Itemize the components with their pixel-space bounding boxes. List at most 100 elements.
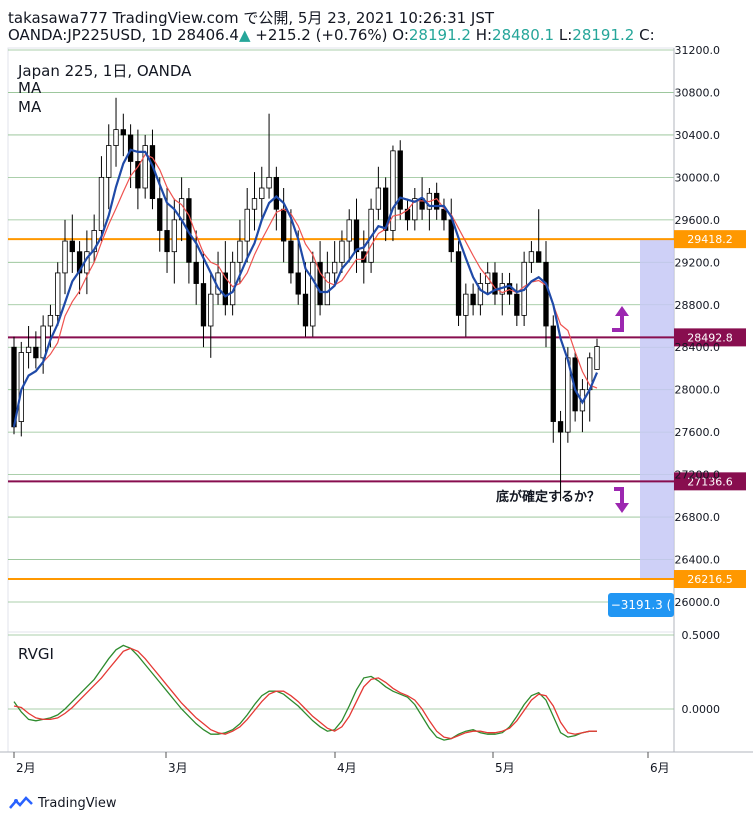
last-price: 28406.4 (176, 26, 239, 44)
level-badge (674, 570, 746, 589)
rvgi-pane-frame (7, 631, 675, 753)
candle-body (273, 176, 280, 210)
candle-body (543, 261, 549, 327)
candle-body (346, 219, 352, 242)
candle-body (229, 261, 236, 306)
ma-fast-line (12, 148, 599, 428)
candle-body (361, 251, 367, 263)
candle-body (193, 261, 199, 284)
candle-body (375, 187, 382, 210)
candle-body (288, 240, 294, 274)
candle-body (280, 208, 287, 242)
candle-body (383, 187, 389, 231)
candle-body (390, 150, 396, 231)
candle-body (127, 134, 134, 162)
candle-body (76, 251, 83, 274)
close-label: C: (639, 26, 655, 44)
price-axis: 31200.0 30800.0 30400.0 30000.0 29600.0 29200… (675, 44, 721, 716)
time-tick-label: 4月 (337, 761, 357, 775)
grid-lines (7, 47, 675, 753)
price-tick-label: 26800.0 (675, 511, 721, 524)
down-arrow-head-icon (615, 503, 629, 513)
candle-body (514, 293, 520, 316)
up-arrow-icon: ▲ (238, 26, 251, 44)
price-tick-label: 27200.0 (675, 469, 721, 482)
candle-body (106, 145, 112, 178)
time-tick-label: 2月 (16, 761, 36, 775)
rvgi-series-line (13, 647, 597, 740)
price-tick-label: 28800.0 (675, 299, 721, 312)
time-tick-label: 3月 (168, 761, 188, 775)
candle-body (69, 240, 75, 253)
candle-body (295, 272, 301, 295)
high-label: H: (475, 26, 493, 44)
ma-slow-line (13, 153, 598, 427)
price-tick-label: 27600.0 (675, 426, 721, 439)
candle-body (251, 198, 258, 210)
time-axis: 2月 3月 4月 5月 6月 (0, 751, 753, 775)
price-tick-label: 29200.0 (675, 256, 721, 269)
level-label: 27136.6 (687, 475, 733, 488)
legend-ma2[interactable]: MA (18, 98, 42, 116)
tradingview-logo-icon (9, 796, 33, 809)
candle-body (120, 129, 126, 136)
rvgi-tick-label: 0.5000 (682, 629, 721, 642)
candle-body (331, 261, 338, 274)
rvgi-legend[interactable]: RVGI (18, 645, 54, 663)
price-tick-label: 28000.0 (675, 384, 721, 397)
price-tick-label: 28400.0 (675, 341, 721, 354)
open-value: 28191.2 (408, 26, 471, 44)
legend-title[interactable]: Japan 225, 1日, OANDA (18, 62, 192, 80)
main-pane-frame (7, 47, 675, 633)
candle-body (477, 283, 484, 306)
candle-body (135, 161, 141, 189)
candlesticks (11, 97, 600, 502)
candle-body (339, 240, 345, 263)
horizontal-levels[interactable]: 29418.2 28492.8 27136.6 26216.5 (8, 230, 746, 589)
price-tick-label: 30400.0 (675, 129, 721, 142)
symbol-label: OANDA:JP225USD, 1D (8, 26, 173, 44)
high-value: 28480.1 (492, 26, 555, 44)
level-badge (674, 230, 746, 249)
candle-body (397, 150, 403, 210)
candle-body (113, 129, 119, 146)
publish-info: takasawa777 TradingView.com で公開, 5月 23, … (8, 9, 495, 27)
price-change: +215.2 (+0.76%) (255, 26, 388, 44)
legend-ma1[interactable]: MA (18, 79, 42, 97)
price-tick-label: 31200.0 (675, 44, 721, 57)
rvgi-tick-label: 0.0000 (682, 703, 721, 716)
candle-body (244, 208, 250, 242)
price-tick-label: 26000.0 (675, 596, 721, 609)
price-tick-label: 30000.0 (675, 171, 721, 184)
open-label: O: (392, 26, 409, 44)
time-tick-label: 6月 (650, 761, 670, 775)
candle-body (40, 325, 46, 359)
candle-body (200, 283, 207, 327)
candle-body (171, 219, 177, 253)
candle-body (62, 240, 68, 274)
measure-label: −3191.3 ( (608, 593, 674, 617)
candle-body (222, 272, 228, 306)
level-label: 26216.5 (687, 573, 733, 586)
ohlc-header: OANDA:JP225USD, 1D 28406.4▲ +215.2 (+0.7… (8, 26, 655, 44)
candle-body (302, 293, 309, 327)
candle-body (528, 251, 535, 263)
candle-body (157, 198, 163, 231)
time-tick-label: 5月 (495, 761, 515, 775)
candle-body (455, 251, 462, 316)
rvgi-series-line (13, 644, 597, 741)
price-tick-label: 26400.0 (675, 554, 721, 567)
up-arrow-icon (612, 314, 624, 332)
candle-body (11, 346, 17, 428)
candle-body (317, 261, 323, 306)
candle-body (266, 176, 272, 189)
annotation-text[interactable]: 底が確定するか？ (496, 490, 601, 505)
level-badge (674, 472, 746, 491)
low-label: L: (558, 26, 573, 44)
level-badge (674, 328, 746, 347)
candle-body (208, 293, 214, 327)
price-tick-label: 29600.0 (675, 214, 721, 227)
price-range-box[interactable] (640, 239, 674, 580)
tradingview-logo[interactable]: TradingView (8, 795, 117, 811)
